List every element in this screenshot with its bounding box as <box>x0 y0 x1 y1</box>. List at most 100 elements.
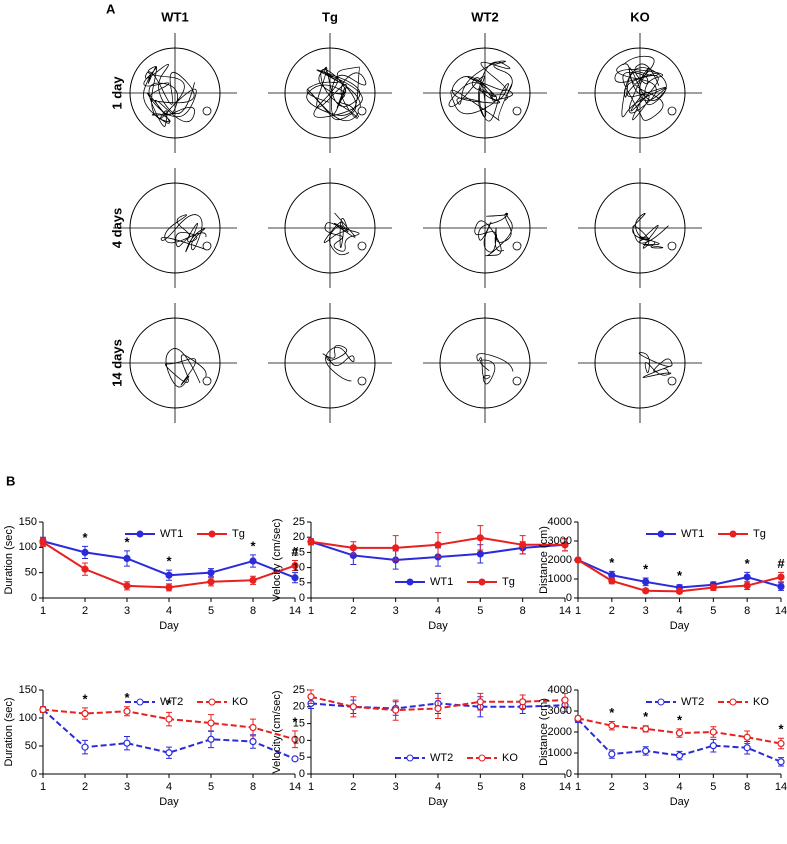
platform <box>667 376 677 386</box>
data-point <box>709 583 717 592</box>
platform <box>202 106 212 116</box>
data-point <box>207 578 215 586</box>
platform <box>202 241 212 251</box>
x-tick-label: 5 <box>477 605 483 617</box>
platform <box>512 106 522 116</box>
x-tick-label: 8 <box>520 605 526 617</box>
data-point <box>608 722 616 730</box>
y-tick-label: 150 <box>19 516 37 528</box>
x-tick-label: 3 <box>643 605 649 617</box>
x-tick-label: 1 <box>575 781 581 793</box>
platform <box>357 376 367 386</box>
x-tick-label: 14 <box>559 605 571 617</box>
x-tick-label: 14 <box>559 781 571 793</box>
legend-label: Tg <box>502 576 515 588</box>
legend-label: WT2 <box>681 696 704 708</box>
data-point <box>165 749 173 757</box>
x-tick-label: 2 <box>609 781 615 793</box>
data-point <box>476 550 484 558</box>
x-axis-label: Day <box>428 620 448 632</box>
annotation: * <box>124 690 130 705</box>
panel-label: A <box>106 1 116 16</box>
x-tick-label: 3 <box>643 781 649 793</box>
annotation: * <box>82 691 88 706</box>
platform <box>357 106 367 116</box>
legend-label: KO <box>232 696 248 708</box>
data-point <box>207 719 215 727</box>
y-tick-label: 50 <box>25 740 37 752</box>
data-point <box>777 582 785 591</box>
data-point <box>675 751 684 760</box>
platform <box>202 376 212 386</box>
data-point <box>123 554 131 563</box>
data-point <box>642 725 650 733</box>
y-tick-label: 15 <box>293 718 305 730</box>
legend-label: WT1 <box>681 528 704 540</box>
y-tick-label: 100 <box>19 541 37 553</box>
data-point <box>709 742 717 750</box>
x-tick-label: 1 <box>575 605 581 617</box>
x-tick-label: 3 <box>124 781 130 793</box>
x-axis-label: Day <box>159 796 179 808</box>
data-point <box>349 544 357 552</box>
swim-path <box>632 212 669 249</box>
x-axis-label: Day <box>159 620 179 632</box>
data-point <box>675 587 684 595</box>
column-label: WT1 <box>161 9 188 24</box>
x-axis-label: Day <box>670 796 690 808</box>
data-point <box>165 583 173 591</box>
x-tick-label: 1 <box>40 781 46 793</box>
data-point <box>434 541 442 549</box>
platform <box>667 106 677 116</box>
data-point <box>291 574 299 582</box>
legend-marker <box>657 530 665 538</box>
legend-label: WT2 <box>430 752 453 764</box>
data-point <box>291 561 299 570</box>
legend-marker <box>729 698 737 706</box>
y-tick-label: 5 <box>299 577 305 589</box>
x-tick-label: 1 <box>40 605 46 617</box>
y-tick-label: 4000 <box>548 684 572 696</box>
data-point <box>81 548 89 557</box>
data-point <box>207 569 215 577</box>
column-label: Tg <box>322 9 338 24</box>
column-label: WT2 <box>471 9 498 24</box>
x-tick-label: 8 <box>744 605 750 617</box>
x-tick-label: 1 <box>308 605 314 617</box>
swim-path <box>476 353 514 385</box>
data-point <box>123 707 131 715</box>
data-point <box>81 565 89 573</box>
y-axis-label: Duration (sec) <box>3 697 15 766</box>
annotation: * <box>609 555 615 570</box>
legend-label: WT1 <box>160 528 183 540</box>
swim-path <box>474 212 513 257</box>
y-axis-label: Distance (cm) <box>538 698 550 766</box>
x-tick-label: 3 <box>124 605 130 617</box>
x-tick-label: 8 <box>520 781 526 793</box>
y-tick-label: 0 <box>566 768 572 780</box>
swim-path <box>306 66 367 122</box>
annotation: # <box>777 556 785 571</box>
legend-marker <box>136 530 144 538</box>
y-tick-label: 5 <box>299 751 305 763</box>
y-tick-label: 0 <box>31 592 37 604</box>
legend-label: WT1 <box>430 576 453 588</box>
data-point <box>777 758 785 766</box>
y-axis-label: Distance (cm) <box>538 526 550 594</box>
x-tick-label: 14 <box>289 605 301 617</box>
swim-path <box>164 348 207 388</box>
data-point <box>642 747 650 755</box>
x-tick-label: 2 <box>609 605 615 617</box>
annotation: * <box>250 538 256 553</box>
y-tick-label: 50 <box>25 567 37 579</box>
platform <box>512 376 522 386</box>
data-point <box>307 538 315 546</box>
y-tick-label: 10 <box>293 734 305 746</box>
data-point <box>608 577 616 585</box>
y-axis-label: Velocity (cm/sec) <box>271 690 283 773</box>
y-tick-label: 150 <box>19 684 37 696</box>
legend-marker <box>478 754 486 762</box>
x-tick-label: 2 <box>82 605 88 617</box>
annotation: * <box>778 722 784 737</box>
data-point <box>777 573 785 581</box>
